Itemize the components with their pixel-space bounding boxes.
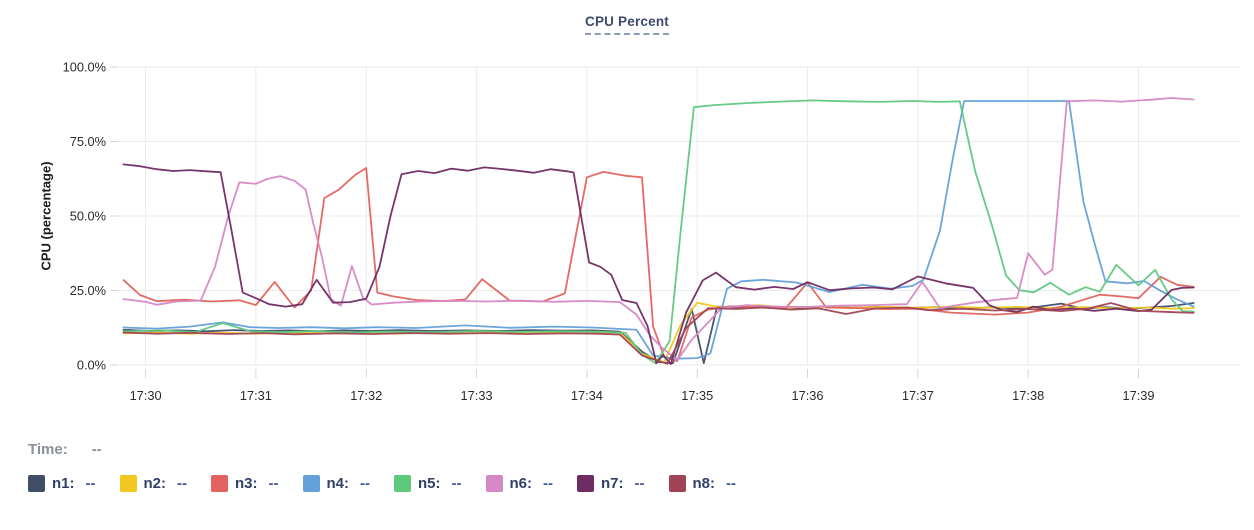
legend-value: -- <box>360 475 370 492</box>
x-tick-label: 17:31 <box>240 388 272 403</box>
cpu-chart-plot-area[interactable]: 100.0% 75.0% 50.0% 25.0% 0.0% 17:30 17:31 17:32… <box>0 0 1254 430</box>
time-readout-row: Time: -- <box>28 441 102 458</box>
legend-label: n1: <box>52 475 75 492</box>
chart-title-row: CPU Percent <box>0 13 1254 35</box>
y-tick-label: 25.0% <box>70 283 106 298</box>
n8-color-swatch <box>668 475 686 492</box>
legend-item-n3[interactable]: n3: -- <box>211 475 279 492</box>
legend-value: -- <box>451 475 462 492</box>
legend-label: n8: <box>692 475 716 492</box>
n4-color-swatch <box>302 475 320 492</box>
legend-value: -- <box>268 475 279 492</box>
n3-color-swatch <box>211 475 228 492</box>
legend-item-n5[interactable]: n5: -- <box>394 475 462 492</box>
legend-item-n8[interactable]: n8: -- <box>668 475 736 492</box>
legend-label: n6: <box>509 475 533 492</box>
x-tick-label: 17:39 <box>1122 388 1154 403</box>
y-tick-label: 0.0% <box>77 358 106 373</box>
n2-color-swatch <box>119 475 137 492</box>
n1-color-swatch <box>28 475 45 492</box>
x-tick-label: 17:37 <box>902 388 934 403</box>
x-tick-label: 17:38 <box>1012 388 1044 403</box>
time-label: Time: <box>28 441 68 458</box>
series-legend: n1: -- n2: -- n3: -- n4: -- n5: -- n6: -- n7: -- n8: -- <box>28 475 760 492</box>
legend-item-n4[interactable]: n4: -- <box>302 475 370 492</box>
legend-label: n5: <box>418 475 441 492</box>
n6-color-swatch <box>485 475 503 492</box>
legend-value: -- <box>543 475 553 492</box>
x-tick-label: 17:30 <box>130 388 162 403</box>
series-line-n5 <box>122 99 1195 365</box>
series-line-n4 <box>122 100 1195 360</box>
legend-value: -- <box>726 475 736 492</box>
x-tick-label: 17:36 <box>792 388 824 403</box>
series-line-n6 <box>122 97 1195 362</box>
legend-value: -- <box>634 475 645 492</box>
legend-item-n7[interactable]: n7: -- <box>577 475 645 492</box>
legend-value: -- <box>85 475 96 492</box>
x-tick-label: 17:35 <box>681 388 713 403</box>
legend-label: n3: <box>235 475 258 492</box>
legend-item-n2[interactable]: n2: -- <box>119 475 187 492</box>
series-line-n8 <box>122 302 1195 365</box>
chart-title[interactable]: CPU Percent <box>585 14 669 35</box>
y-tick-label: 50.0% <box>70 209 106 224</box>
x-tick-label: 17:34 <box>571 388 603 403</box>
legend-item-n1[interactable]: n1: -- <box>28 475 96 492</box>
legend-label: n2: <box>143 475 167 492</box>
time-value: -- <box>91 441 102 458</box>
n7-color-swatch <box>577 475 594 492</box>
y-tick-label: 100.0% <box>63 60 106 75</box>
x-tick-label: 17:33 <box>461 388 493 403</box>
x-tick-label: 17:32 <box>350 388 382 403</box>
legend-item-n6[interactable]: n6: -- <box>485 475 553 492</box>
legend-label: n7: <box>601 475 624 492</box>
legend-label: n4: <box>326 475 350 492</box>
legend-value: -- <box>177 475 187 492</box>
n5-color-swatch <box>394 475 411 492</box>
y-tick-label: 75.0% <box>70 134 106 149</box>
